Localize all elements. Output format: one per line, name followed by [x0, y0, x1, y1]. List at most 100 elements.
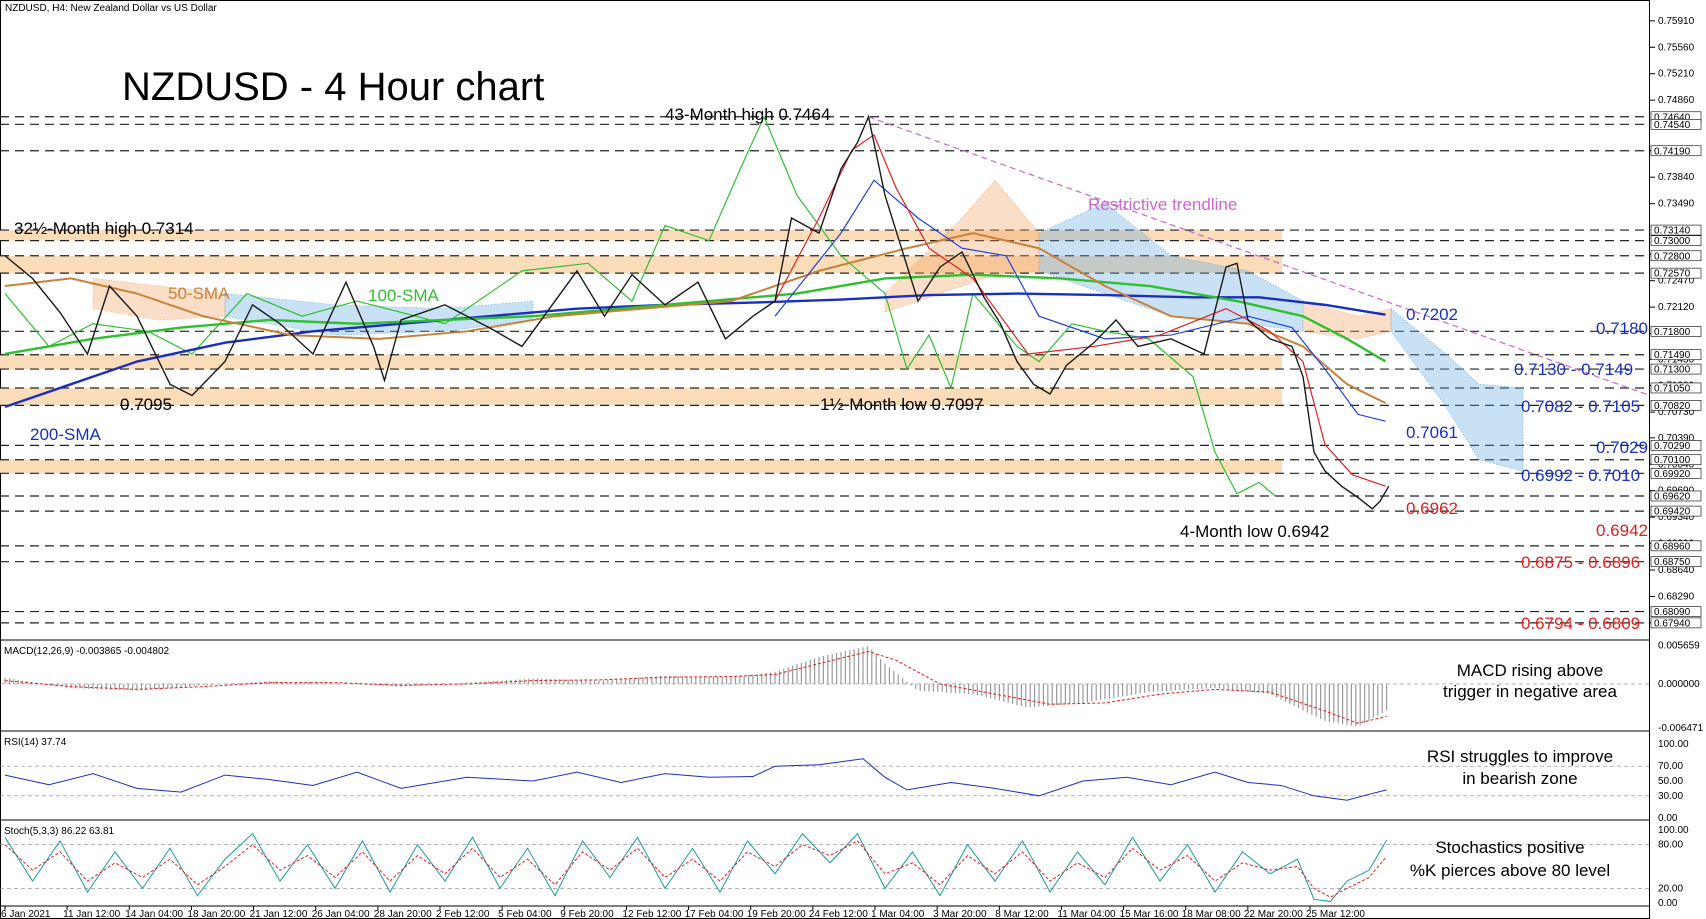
- price-tag-label: 0.71050: [1654, 383, 1691, 394]
- price-tag-box: [1650, 606, 1702, 617]
- price-tag-label: 0.73000: [1654, 236, 1691, 247]
- price-tick-label: 0.68640: [1658, 565, 1695, 576]
- macd-tick: -0.006471: [1658, 723, 1703, 734]
- price-tag-box: [1650, 454, 1702, 466]
- sr-zone: [0, 387, 1282, 406]
- price-tick-label: 0.68290: [1658, 591, 1695, 602]
- price-tag-label: 0.74640: [1654, 112, 1691, 123]
- ichimoku-cloud: [92, 179, 1524, 472]
- time-tick-label: 19 Feb 20:00: [747, 909, 806, 919]
- price-tick-label: 0.72120: [1658, 302, 1695, 313]
- macd-tick: 0.005659: [1658, 641, 1700, 652]
- price-tag-label: 0.72570: [1654, 269, 1691, 280]
- rsi-line: [4, 758, 1387, 801]
- sr-zone: [0, 230, 1282, 241]
- price-tag-box: [1650, 540, 1702, 552]
- price-tag-box: [1650, 382, 1702, 394]
- stoch-note-2: %K pierces above 80 level: [1410, 861, 1610, 880]
- price-tick-label: 0.73490: [1658, 199, 1695, 210]
- price-tick-label: 0.70390: [1658, 433, 1695, 444]
- price-tag-box: [1650, 400, 1702, 411]
- price-tag-label: 0.69620: [1654, 491, 1691, 502]
- time-tick-label: 11 Jan 12:00: [63, 909, 121, 919]
- sma100-line: [4, 273, 1387, 363]
- sma50-line: [4, 232, 1386, 404]
- price-tick-label: 0.74860: [1658, 95, 1695, 106]
- level-7180: 0.7180: [1596, 319, 1648, 338]
- time-tick-label: 3 Mar 20:00: [933, 909, 987, 919]
- price-tag-box: [1650, 556, 1702, 568]
- horizontal-levels: [0, 116, 1650, 624]
- label-32m-high: 32½-Month high 0.7314: [14, 219, 194, 238]
- time-tick-label: 28 Jan 20:00: [374, 909, 432, 919]
- level-6992: 0.6992 - 0.7010: [1521, 466, 1640, 485]
- macd-note-2: trigger in negative area: [1443, 682, 1617, 701]
- time-tick-label: 24 Feb 12:00: [809, 909, 868, 919]
- sr-zone: [0, 354, 1282, 370]
- stoch-tick: 100.00: [1658, 825, 1689, 836]
- level-6962: 0.6962: [1406, 499, 1458, 518]
- tenkan-line: [774, 133, 1386, 487]
- chart-title: NZDUSD - 4 Hour chart: [122, 65, 544, 109]
- price-tag-box: [1650, 224, 1702, 236]
- price-tick-label: 0.70730: [1658, 407, 1695, 418]
- price-tick-label: 0.69340: [1658, 512, 1695, 523]
- stoch-note-1: Stochastics positive: [1435, 838, 1584, 857]
- price-tag-box: [1650, 490, 1702, 502]
- price-tag-label: 0.70290: [1654, 441, 1691, 452]
- sr-zones: [0, 230, 1282, 474]
- time-tick-label: 18 Mar 08:00: [1182, 909, 1241, 919]
- label-low-7095: 0.7095: [120, 395, 172, 414]
- price-tag-box: [1650, 326, 1702, 337]
- price-tag-box: [1650, 267, 1702, 279]
- kijun-line: [774, 179, 1386, 422]
- price-tag-label: 0.69420: [1654, 507, 1691, 518]
- label-1half-low: 1½-Month low 0.7097: [820, 395, 984, 414]
- time-tick-label: 15 Mar 16:00: [1120, 909, 1179, 919]
- rsi-tick: 0.00: [1658, 813, 1678, 824]
- price-tag-label: 0.70820: [1654, 401, 1691, 412]
- price-tick-label: 0.75210: [1658, 69, 1695, 80]
- stoch-tick: 20.00: [1658, 883, 1683, 894]
- price-tag-label: 0.71800: [1654, 327, 1691, 338]
- price-tag-label: 0.67940: [1654, 618, 1691, 629]
- time-tick-label: 21 Jan 12:00: [250, 909, 308, 919]
- price-tag-box: [1650, 250, 1702, 262]
- price-tag-label: 0.73140: [1654, 226, 1691, 237]
- price-tag-label: 0.71300: [1654, 365, 1691, 376]
- time-tick-label: 26 Jan 04:00: [312, 909, 370, 919]
- time-tick-label: 12 Feb 12:00: [622, 909, 681, 919]
- price-lines: [4, 114, 1651, 510]
- price-tag-label: 0.71490: [1654, 350, 1691, 361]
- stoch-tick: 80.00: [1658, 840, 1683, 851]
- rsi-title: RSI(14) 37.74: [4, 737, 67, 748]
- time-tick-label: 18 Jan 20:00: [187, 909, 245, 919]
- macd-tick: 0.000000: [1658, 679, 1700, 690]
- level-7061: 0.7061: [1406, 423, 1458, 442]
- chikou-line: [4, 115, 1276, 497]
- rsi-tick: 100.00: [1658, 739, 1689, 750]
- cloud: [1302, 300, 1392, 340]
- time-tick-label: 22 Mar 20:00: [1244, 909, 1303, 919]
- rsi-tick: 50.00: [1658, 776, 1683, 787]
- level-7029: 0.7029: [1596, 438, 1648, 457]
- price-tag-box: [1650, 440, 1702, 451]
- level-6875: 0.6875 - 0.6896: [1521, 553, 1640, 572]
- rsi-tick: 30.00: [1658, 791, 1683, 802]
- label-43m-high: 43-Month high 0.7464: [665, 105, 830, 124]
- time-tick-label: 5 Feb 04:00: [498, 909, 552, 919]
- label-4m-low: 4-Month low 0.6942: [1180, 522, 1329, 541]
- stoch-k-line: [4, 832, 1388, 903]
- label-50sma: 50-SMA: [168, 284, 230, 303]
- price-tag-label: 0.72800: [1654, 251, 1691, 262]
- time-tick-label: 2 Feb 12:00: [436, 909, 490, 919]
- level-6942: 0.6942: [1596, 521, 1648, 540]
- time-tick-label: 25 Mar 12:00: [1306, 909, 1365, 919]
- macd-signal: [4, 650, 1387, 724]
- price-tag-box: [1650, 235, 1702, 246]
- symbol-info: NZDUSD, H4: New Zealand Dollar vs US Dol…: [5, 3, 217, 14]
- price-tag-label: 0.68090: [1654, 607, 1691, 618]
- price-tag-box: [1650, 617, 1702, 629]
- price-tag-label: 0.74190: [1654, 146, 1691, 157]
- price-tick-label: 0.75910: [1658, 16, 1695, 27]
